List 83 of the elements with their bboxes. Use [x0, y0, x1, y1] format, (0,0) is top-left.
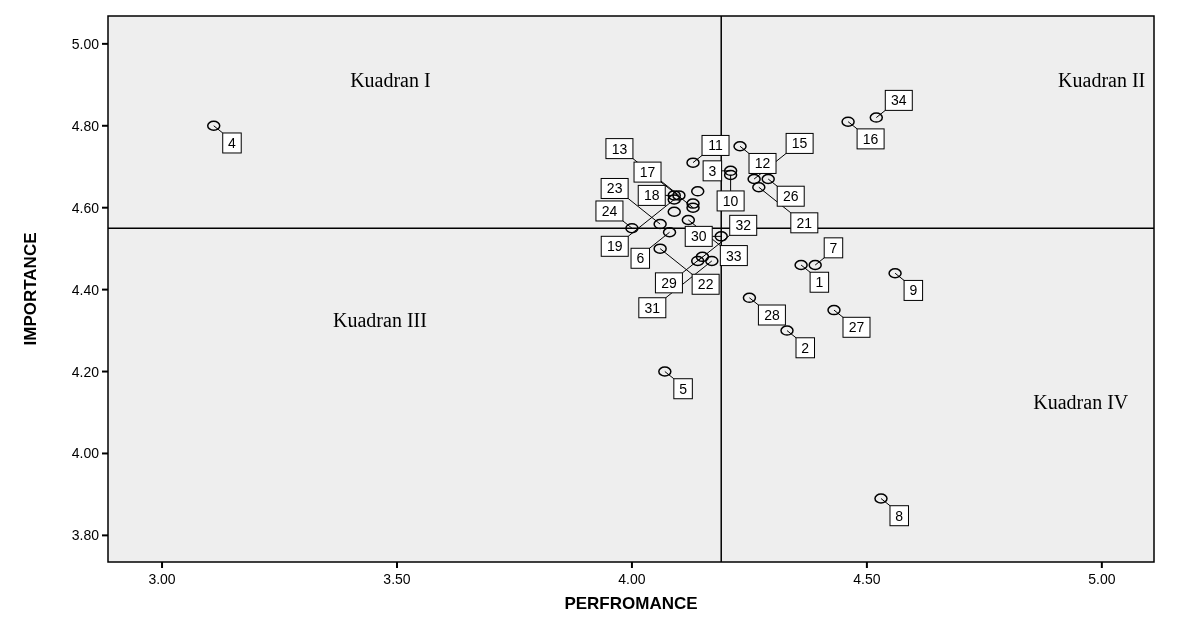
point	[752, 181, 766, 193]
annotation: 34	[891, 92, 907, 109]
annotation: 16	[862, 130, 879, 147]
point	[672, 190, 686, 201]
annotation: 18	[643, 187, 660, 204]
annotation: 30	[690, 228, 707, 245]
point	[206, 120, 221, 132]
y-tick-label: 4.80	[71, 117, 100, 134]
annotation: 26	[782, 188, 799, 205]
point	[761, 173, 775, 185]
annotation: Kuadran IV	[1033, 391, 1129, 414]
annotation: 19	[606, 238, 623, 255]
point	[733, 141, 747, 152]
annotation: Kuadran II	[1058, 68, 1146, 91]
point	[888, 267, 902, 279]
annotation: 15	[791, 135, 808, 152]
point	[794, 259, 808, 271]
y-tick-label: 5.00	[71, 35, 100, 52]
point	[808, 259, 822, 271]
point	[686, 202, 700, 213]
x-axis-title: PERFROMANCE	[564, 594, 698, 613]
y-tick-label: 4.20	[71, 363, 100, 380]
point	[723, 165, 738, 177]
annotation: 23	[606, 180, 623, 197]
y-tick-label: 4.40	[71, 281, 100, 298]
annotation: 3	[708, 162, 717, 179]
point	[667, 206, 681, 218]
point	[690, 255, 705, 267]
annotation: 4	[228, 134, 237, 151]
point	[686, 198, 700, 209]
annotation: 27	[848, 319, 865, 336]
annotation: 2	[801, 339, 810, 356]
annotation: 13	[611, 140, 628, 157]
annotation: 22	[697, 276, 714, 293]
annotation: 21	[796, 214, 813, 231]
point	[653, 243, 667, 254]
annotation: 17	[639, 164, 656, 181]
point	[747, 173, 761, 185]
point	[667, 190, 681, 201]
x-tick-label: 4.50	[853, 571, 881, 587]
point	[695, 251, 710, 263]
point	[742, 292, 757, 304]
annotation: Kuadran I	[350, 68, 431, 91]
annotation: 24	[601, 202, 618, 219]
annotation: 5	[679, 380, 688, 397]
point	[686, 157, 700, 168]
y-tick-label: 3.80	[71, 527, 100, 544]
point	[667, 194, 681, 205]
point	[690, 186, 705, 197]
x-tick-label: 5.00	[1088, 571, 1116, 587]
annotation: 29	[661, 274, 677, 291]
point	[625, 222, 639, 234]
x-tick-label: 4.00	[618, 571, 646, 587]
point	[827, 304, 841, 316]
y-tick-label: 4.00	[71, 445, 100, 462]
annotation: 6	[636, 250, 645, 267]
annotation: Kuadran III	[333, 309, 427, 332]
point	[874, 493, 888, 504]
point	[681, 214, 696, 226]
point	[662, 227, 677, 238]
point	[705, 255, 719, 267]
annotation: 1	[815, 274, 824, 291]
annotation: 9	[909, 282, 918, 299]
x-tick-label: 3.00	[148, 571, 176, 587]
annotation: 33	[726, 247, 742, 264]
y-axis-title: IMPORTANCE	[21, 232, 40, 346]
annotation: 31	[644, 299, 661, 316]
point	[841, 116, 855, 127]
annotation: 11	[708, 137, 723, 154]
annotation: 7	[829, 239, 838, 256]
annotation: 28	[764, 307, 780, 324]
y-tick-label: 4.60	[71, 199, 100, 216]
point	[653, 218, 667, 230]
x-tick-label: 3.50	[383, 571, 411, 587]
annotation: 10	[722, 192, 739, 209]
point	[869, 112, 884, 123]
point	[723, 169, 738, 181]
annotation: 8	[895, 507, 904, 524]
annotation: 32	[735, 217, 752, 234]
annotation: 12	[754, 155, 771, 172]
point	[658, 366, 672, 377]
point	[714, 231, 728, 242]
point	[780, 325, 794, 336]
